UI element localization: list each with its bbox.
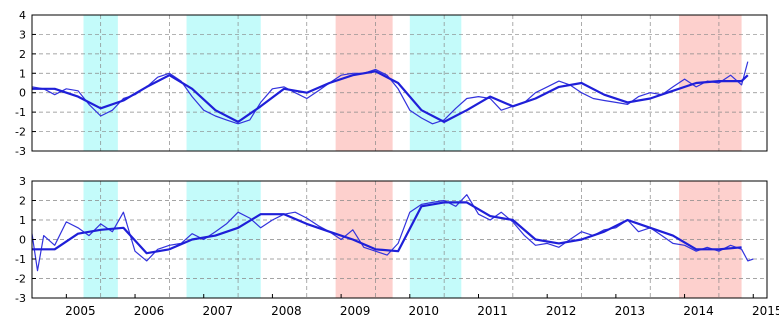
top-ytick-label-2: 2: [19, 48, 26, 61]
top-series-1: [32, 70, 749, 124]
bottom-ytick-label-4: -1: [15, 253, 26, 266]
bottom-xtick-label-9: 2014: [683, 304, 714, 318]
top-ytick-label-5: -1: [15, 106, 26, 119]
bottom-ytick-label-3: 0: [19, 234, 26, 247]
top-shaded-period-1: [186, 15, 261, 151]
top-ytick-label-1: 3: [19, 28, 26, 41]
bottom-xtick-label-10: 2015: [752, 304, 779, 318]
bottom-xtick-label-6: 2011: [477, 304, 508, 318]
top-panel: 4 3 2 1 0 -1 -2 -3: [15, 9, 768, 158]
top-frame: [31, 14, 768, 152]
bottom-xtick-label-4: 2009: [340, 304, 371, 318]
top-ytick-label-4: 0: [19, 87, 26, 100]
bottom-series-0: [31, 194, 754, 272]
top-ytick-label-0: 4: [19, 9, 26, 22]
bottom-ytick-label-2: 1: [19, 214, 26, 227]
top-shaded-period-4: [679, 15, 742, 151]
bottom-series-1: [32, 201, 742, 255]
bottom-shaded-period-4: [679, 181, 742, 298]
top-shaded-period-2: [335, 15, 393, 151]
bottom-panel: 3 2 1 0 -1 -2 -3 2005 2006 2007 2008 2009 2010 2011 20…: [15, 175, 779, 318]
bottom-ytick-label-5: -2: [15, 273, 26, 286]
bottom-ytick-label-0: 3: [19, 175, 26, 188]
bottom-xtick-label-2: 2007: [202, 304, 233, 318]
bottom-ytick-label-6: -3: [15, 292, 26, 305]
top-shaded-period-3: [409, 15, 462, 151]
bottom-xtick-label-3: 2008: [271, 304, 302, 318]
bottom-ytick-label-1: 2: [19, 195, 26, 208]
top-ytick-label-3: 1: [19, 67, 26, 80]
bottom-xtick-label-5: 2010: [409, 304, 440, 318]
bottom-xtick-label-0: 2005: [65, 304, 96, 318]
top-ytick-label-6: -2: [15, 126, 26, 139]
bottom-xtick-label-8: 2013: [615, 304, 646, 318]
top-ytick-label-7: -3: [15, 145, 26, 158]
bottom-xtick-label-1: 2006: [134, 304, 165, 318]
bottom-xtick-label-7: 2012: [546, 304, 577, 318]
